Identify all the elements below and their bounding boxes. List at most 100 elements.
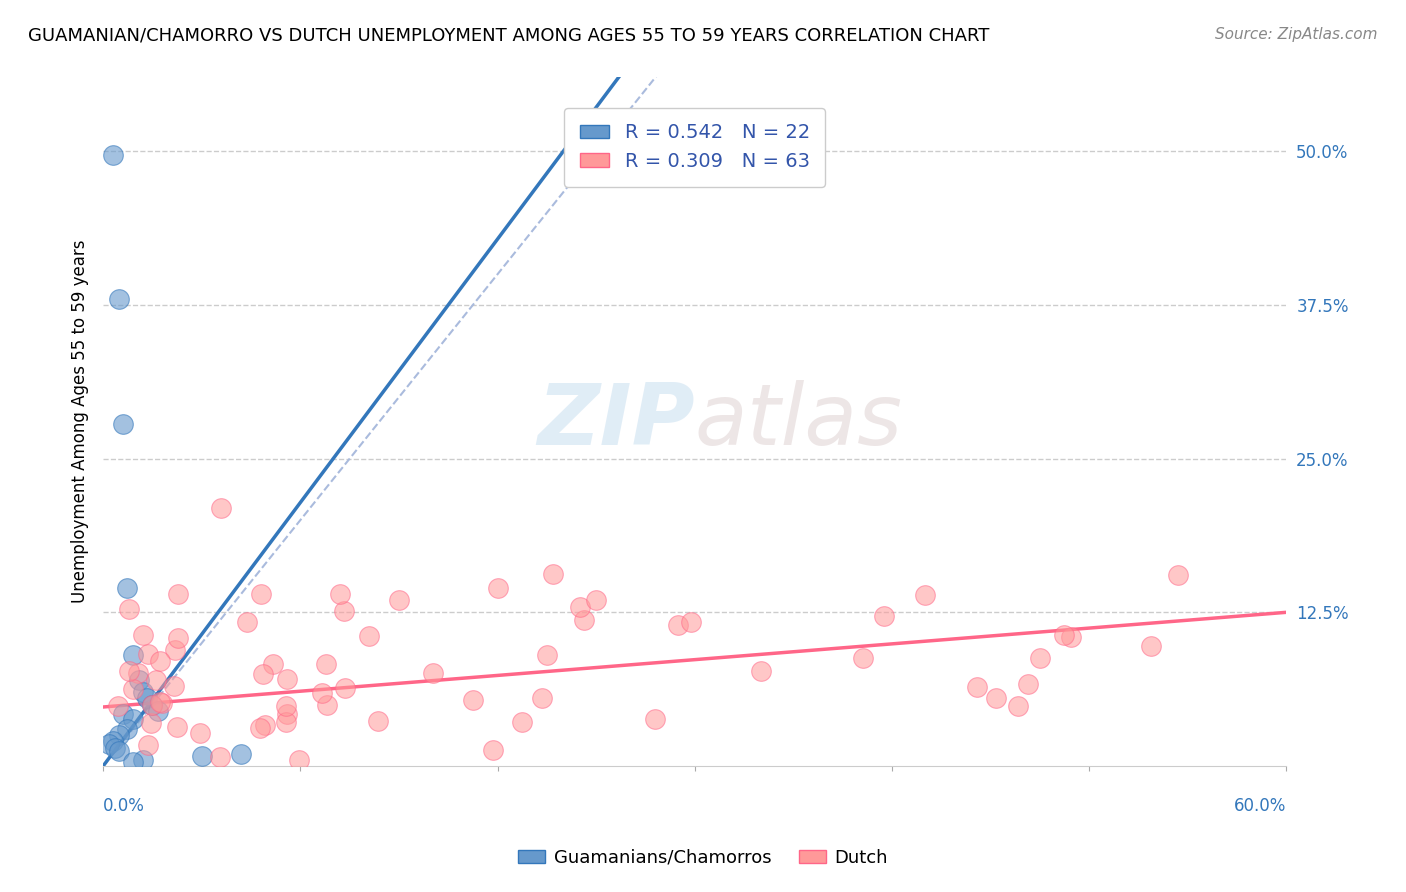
Text: 0.0%: 0.0% <box>103 797 145 814</box>
Point <box>188 725 211 739</box>
Point <box>1167 568 1189 582</box>
Point <box>101 734 124 748</box>
Point <box>530 691 553 706</box>
Point <box>107 699 129 714</box>
Point <box>536 648 558 662</box>
Point <box>1007 698 1029 713</box>
Text: GUAMANIAN/CHAMORRO VS DUTCH UNEMPLOYMENT AMONG AGES 55 TO 59 YEARS CORRELATION C: GUAMANIAN/CHAMORRO VS DUTCH UNEMPLOYMENT… <box>28 27 990 45</box>
Point <box>145 673 167 688</box>
Point <box>139 715 162 730</box>
Point <box>315 698 337 713</box>
Point <box>115 581 138 595</box>
Point <box>149 695 172 709</box>
Point <box>131 685 153 699</box>
Point <box>1053 628 1076 642</box>
Point <box>118 664 141 678</box>
Text: Source: ZipAtlas.com: Source: ZipAtlas.com <box>1215 27 1378 42</box>
Point <box>141 698 163 712</box>
Point <box>149 654 172 668</box>
Text: 60.0%: 60.0% <box>1234 797 1286 814</box>
Y-axis label: Unemployment Among Ages 55 to 59 years: Unemployment Among Ages 55 to 59 years <box>72 240 89 604</box>
Point <box>254 718 277 732</box>
Point <box>121 712 143 726</box>
Point <box>122 681 145 696</box>
Point <box>163 643 186 657</box>
Point <box>111 417 134 432</box>
Point <box>108 728 131 742</box>
Point <box>873 608 896 623</box>
Point <box>572 613 595 627</box>
Point <box>541 567 564 582</box>
Point <box>276 672 298 686</box>
Point <box>679 615 702 629</box>
Point <box>98 737 121 751</box>
Legend: R = 0.542   N = 22, R = 0.309   N = 63: R = 0.542 N = 22, R = 0.309 N = 63 <box>564 108 825 186</box>
Point <box>1017 676 1039 690</box>
Point <box>274 714 297 729</box>
Point <box>984 690 1007 705</box>
Point <box>190 749 212 764</box>
Point <box>852 651 875 665</box>
Point <box>104 740 127 755</box>
Point <box>148 704 170 718</box>
Point <box>486 581 509 595</box>
Text: ZIP: ZIP <box>537 380 695 463</box>
Point <box>329 587 352 601</box>
Point <box>135 691 157 706</box>
Point <box>166 587 188 601</box>
Point <box>136 738 159 752</box>
Point <box>510 714 533 729</box>
Point <box>121 756 143 770</box>
Point <box>166 720 188 734</box>
Point <box>131 753 153 767</box>
Point <box>315 657 337 672</box>
Point <box>111 707 134 722</box>
Point <box>751 665 773 679</box>
Point <box>914 588 936 602</box>
Point <box>150 696 173 710</box>
Point <box>101 148 124 162</box>
Point <box>288 753 311 767</box>
Point <box>274 698 297 713</box>
Point <box>132 628 155 642</box>
Point <box>367 714 389 728</box>
Point <box>461 693 484 707</box>
Point <box>127 665 149 680</box>
Point <box>1029 651 1052 665</box>
Legend: Guamanians/Chamorros, Dutch: Guamanians/Chamorros, Dutch <box>510 842 896 874</box>
Point <box>121 648 143 663</box>
Point <box>141 698 163 712</box>
Point <box>569 599 592 614</box>
Point <box>966 680 988 694</box>
Point <box>482 743 505 757</box>
Point <box>250 587 273 601</box>
Text: atlas: atlas <box>695 380 903 463</box>
Point <box>333 604 356 618</box>
Point <box>128 673 150 687</box>
Point <box>249 721 271 735</box>
Point <box>211 500 233 515</box>
Point <box>1060 630 1083 644</box>
Point <box>236 615 259 629</box>
Point <box>115 722 138 736</box>
Point <box>585 593 607 607</box>
Point <box>311 686 333 700</box>
Point <box>167 632 190 646</box>
Point <box>262 657 284 672</box>
Point <box>422 665 444 680</box>
Point <box>359 629 381 643</box>
Point <box>252 667 274 681</box>
Point <box>644 712 666 726</box>
Point <box>108 292 131 306</box>
Point <box>276 706 298 721</box>
Point <box>163 679 186 693</box>
Point <box>231 747 253 761</box>
Point <box>388 593 411 607</box>
Point <box>117 602 139 616</box>
Point <box>108 744 131 758</box>
Point <box>666 618 689 632</box>
Point <box>333 681 356 695</box>
Point <box>208 750 231 764</box>
Point <box>1140 640 1163 654</box>
Point <box>136 647 159 661</box>
